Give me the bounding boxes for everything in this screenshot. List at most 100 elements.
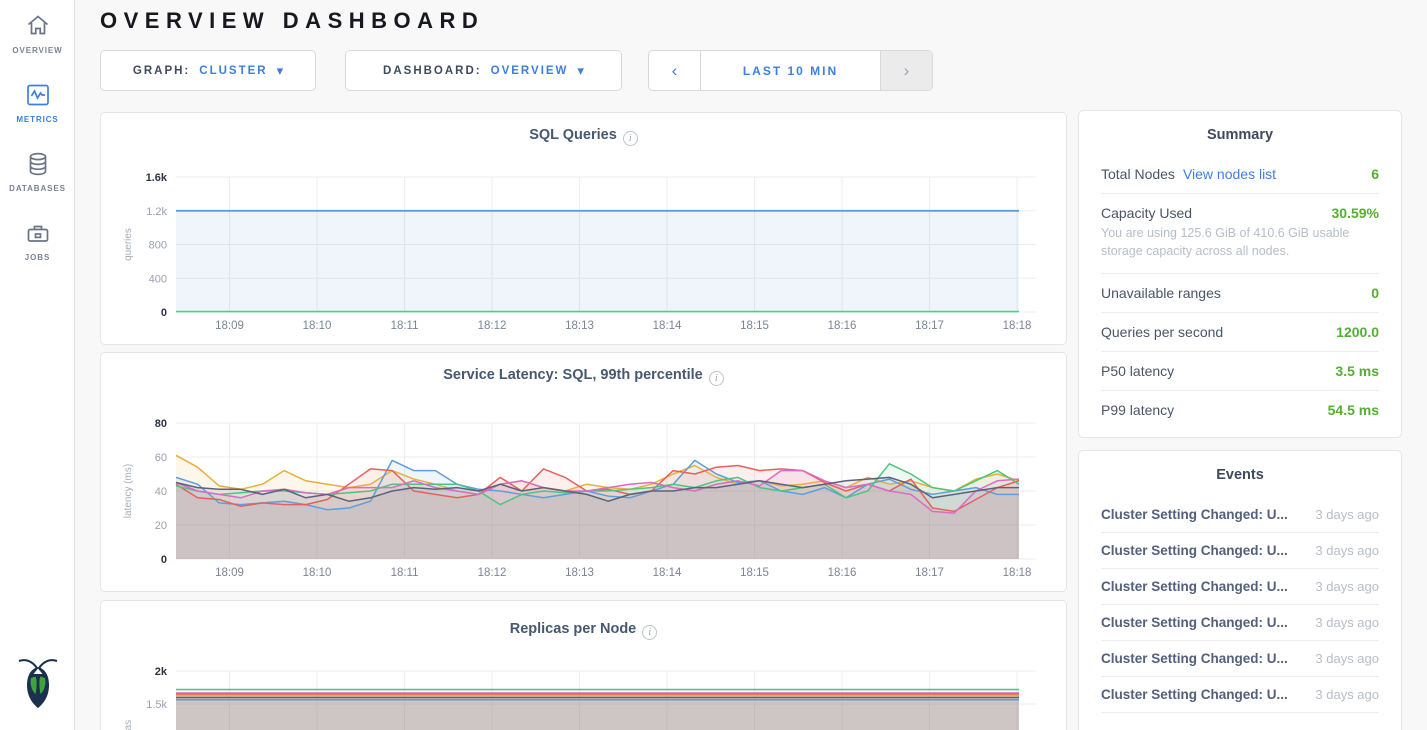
- time-range-selector: ‹ LAST 10 MIN ›: [648, 50, 933, 91]
- event-link[interactable]: Cluster Setting Changed: U...: [1101, 543, 1288, 558]
- svg-text:18:16: 18:16: [828, 320, 857, 332]
- service-latency-chart: 18:09 18:10 18:11 18:12 18:13 18:14 18:15 18:16…: [123, 418, 1036, 579]
- svg-text:18:14: 18:14: [653, 567, 682, 579]
- summary-row-capacity: Capacity Used 30.59% You are using 125.6…: [1101, 194, 1379, 275]
- time-range-button[interactable]: LAST 10 MIN: [742, 63, 839, 78]
- summary-panel: Summary Total Nodes View nodes list 6 Ca…: [1078, 110, 1402, 438]
- briefcase-icon: [24, 219, 52, 247]
- event-row: Cluster Setting Changed: U... 3 days ago: [1101, 677, 1379, 713]
- events-title: Events: [1216, 467, 1264, 483]
- graph-dropdown[interactable]: GRAPH: CLUSTER ▾: [100, 50, 316, 91]
- sidebar-item-metrics[interactable]: METRICS: [0, 69, 75, 124]
- svg-text:2k: 2k: [155, 666, 168, 678]
- svg-text:60: 60: [155, 452, 167, 464]
- svg-text:40: 40: [155, 486, 167, 498]
- sidebar-item-label: DATABASES: [9, 184, 66, 193]
- sidebar-item-overview[interactable]: OVERVIEW: [0, 0, 75, 55]
- capacity-value: 30.59%: [1331, 205, 1379, 221]
- svg-text:18:10: 18:10: [303, 567, 332, 579]
- dashboard-dropdown[interactable]: DASHBOARD: OVERVIEW ▾: [345, 50, 622, 91]
- svg-text:18:13: 18:13: [565, 320, 594, 332]
- p99-value: 54.5 ms: [1327, 402, 1379, 419]
- summary-row-p99: P99 latency 54.5 ms: [1101, 402, 1379, 419]
- time-prev-button[interactable]: ‹: [649, 51, 701, 90]
- sidebar-item-label: METRICS: [16, 115, 59, 124]
- info-icon[interactable]: i: [708, 371, 724, 386]
- svg-text:18:17: 18:17: [915, 567, 944, 579]
- sidebar-item-databases[interactable]: DATABASES: [0, 138, 75, 193]
- sidebar-item-jobs[interactable]: JOBS: [0, 207, 75, 262]
- event-time: 3 days ago: [1315, 579, 1379, 594]
- cockroachdb-logo[interactable]: [0, 653, 75, 716]
- home-icon: [24, 12, 52, 40]
- summary-title: Summary: [1206, 127, 1274, 143]
- svg-text:replicas: replicas: [123, 720, 134, 730]
- sidebar: OVERVIEW METRICS DATABASES JOBS: [0, 0, 75, 730]
- total-nodes-value: 6: [1371, 166, 1379, 182]
- event-row: Cluster Setting Changed: U... 3 days ago: [1101, 641, 1379, 677]
- svg-text:18:15: 18:15: [740, 567, 769, 579]
- info-icon[interactable]: i: [622, 131, 638, 146]
- svg-text:18:09: 18:09: [215, 320, 244, 332]
- event-time: 3 days ago: [1315, 507, 1379, 522]
- summary-row-total-nodes: Total Nodes View nodes list 6: [1101, 155, 1379, 194]
- sql-queries-chart: 18:09 18:10 18:11 18:12 18:13 18:14 18:15 18:16…: [123, 172, 1036, 332]
- svg-text:18:15: 18:15: [740, 320, 769, 332]
- event-row: Cluster Setting Changed: U... 3 days ago: [1101, 533, 1379, 569]
- chart-title: Replicas per Node i: [101, 621, 1066, 640]
- metrics-icon: [24, 81, 52, 109]
- svg-text:latency (ms): latency (ms): [123, 464, 134, 518]
- svg-text:20: 20: [155, 520, 167, 532]
- dashboard-dropdown-value: OVERVIEW: [490, 64, 569, 77]
- graph-dropdown-value: CLUSTER: [199, 64, 268, 77]
- event-link[interactable]: Cluster Setting Changed: U...: [1101, 579, 1288, 594]
- event-link[interactable]: Cluster Setting Changed: U...: [1101, 687, 1288, 702]
- event-time: 3 days ago: [1315, 687, 1379, 702]
- svg-text:queries: queries: [123, 228, 134, 261]
- sidebar-item-label: JOBS: [24, 253, 51, 262]
- svg-text:0: 0: [161, 554, 167, 566]
- chevron-down-icon: ▾: [577, 62, 584, 78]
- svg-text:18:14: 18:14: [653, 320, 682, 332]
- svg-text:18:16: 18:16: [828, 567, 857, 579]
- svg-text:18:12: 18:12: [478, 567, 507, 579]
- unavailable-ranges-value: 0: [1371, 285, 1379, 302]
- event-row: Cluster Setting Changed: U... 3 days ago: [1101, 605, 1379, 641]
- events-panel: Events Cluster Setting Changed: U... 3 d…: [1078, 450, 1402, 730]
- time-next-button[interactable]: ›: [880, 51, 932, 90]
- database-icon: [24, 150, 52, 178]
- chart-title: SQL Queries i: [101, 127, 1066, 146]
- svg-text:18:10: 18:10: [303, 320, 332, 332]
- event-time: 3 days ago: [1315, 543, 1379, 558]
- svg-text:18:18: 18:18: [1003, 320, 1032, 332]
- view-nodes-list-link[interactable]: View nodes list: [1182, 166, 1277, 182]
- event-link[interactable]: Cluster Setting Changed: U...: [1101, 651, 1288, 666]
- event-row: Cluster Setting Changed: U... 3 days ago: [1101, 569, 1379, 605]
- sql-queries-card: SQL Queries i 18:09 18:10 18:11 18:12 18:13 18…: [100, 112, 1067, 345]
- qps-value: 1200.0: [1336, 324, 1379, 341]
- info-icon[interactable]: i: [642, 625, 658, 640]
- replicas-per-node-chart: 18:0918:1018:1118:1218:1318:1418:1518:16…: [123, 666, 1036, 730]
- event-time: 3 days ago: [1315, 615, 1379, 630]
- service-latency-card: Service Latency: SQL, 99th percentile i 1…: [100, 352, 1067, 592]
- event-time: 3 days ago: [1315, 651, 1379, 666]
- svg-text:1.5k: 1.5k: [146, 699, 167, 711]
- graph-dropdown-label: GRAPH:: [132, 64, 191, 77]
- event-row: Cluster Setting Changed: U... 3 days ago: [1101, 497, 1379, 533]
- svg-text:18:18: 18:18: [1003, 567, 1032, 579]
- chart-title: Service Latency: SQL, 99th percentile i: [101, 367, 1066, 386]
- summary-row-qps: Queries per second 1200.0: [1101, 313, 1379, 353]
- chevron-down-icon: ▾: [276, 62, 284, 78]
- svg-text:18:11: 18:11: [391, 320, 419, 332]
- sidebar-item-label: OVERVIEW: [12, 46, 63, 55]
- event-link[interactable]: Cluster Setting Changed: U...: [1101, 615, 1288, 630]
- page-title: OVERVIEW DASHBOARD: [100, 8, 485, 33]
- summary-row-unavailable-ranges: Unavailable ranges 0: [1101, 274, 1379, 314]
- svg-text:18:13: 18:13: [565, 567, 594, 579]
- svg-text:18:09: 18:09: [215, 567, 244, 579]
- event-link[interactable]: Cluster Setting Changed: U...: [1101, 507, 1288, 522]
- svg-text:400: 400: [149, 273, 167, 285]
- svg-text:1.2k: 1.2k: [146, 206, 167, 218]
- svg-text:1.6k: 1.6k: [146, 172, 168, 184]
